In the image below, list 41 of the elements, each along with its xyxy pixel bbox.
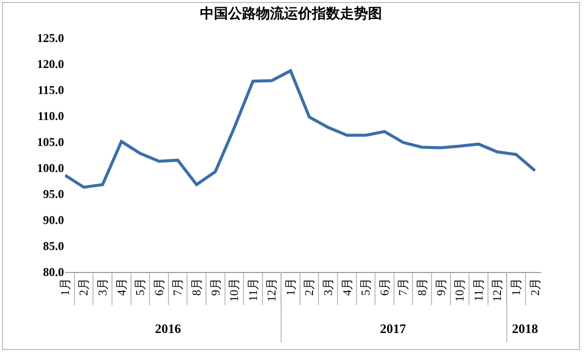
- x-tick-label: 10月: [227, 278, 242, 302]
- y-tick-label: 115.0: [38, 83, 64, 98]
- x-tick-label: 3月: [321, 278, 336, 296]
- line-series: [65, 69, 536, 189]
- x-tick-label: 8月: [415, 278, 430, 296]
- text: 2018: [512, 321, 538, 336]
- x-tick-label: 2月: [302, 278, 316, 296]
- x-tick-label: 10月: [452, 278, 467, 302]
- x-tick-label: 11月: [246, 278, 260, 302]
- x-tick-label: 12月: [264, 278, 279, 302]
- chart-title: 中国公路物流运价指数走势图: [200, 4, 382, 22]
- y-tick-label: 90.0: [43, 213, 64, 228]
- x-tick-label: 2月: [528, 278, 542, 296]
- x-tick-label: 2月: [76, 278, 91, 296]
- x-tick-label: 11月: [471, 278, 486, 302]
- y-tick-label: 120.0: [37, 57, 64, 72]
- x-tick-label: 9月: [208, 278, 222, 296]
- y-tick-label: 110.0: [38, 109, 64, 124]
- y-tick-label: 80.0: [43, 265, 64, 280]
- text: 2016: [155, 321, 182, 336]
- x-tick-label: 7月: [170, 278, 185, 296]
- text: 2017: [380, 321, 406, 336]
- y-tick-label: 100.0: [37, 161, 64, 176]
- x-tick-label: 4月: [114, 278, 128, 296]
- x-tick-label: 6月: [152, 278, 166, 296]
- x-tick-label: 3月: [95, 278, 110, 296]
- y-tick-label: 125.0: [37, 31, 64, 46]
- y-tick-label: 85.0: [43, 239, 64, 254]
- x-tick-label: 12月: [490, 278, 504, 302]
- x-tick-label: 4月: [340, 278, 354, 296]
- x-tick-label: 1月: [283, 278, 298, 296]
- x-tick-label: 5月: [358, 278, 373, 296]
- x-tick-label: 1月: [58, 278, 72, 296]
- x-tick-label: 5月: [133, 278, 148, 296]
- x-tick-label: 7月: [396, 278, 410, 296]
- y-tick-label: 95.0: [43, 187, 64, 202]
- x-tick-label: 6月: [377, 278, 392, 296]
- x-tick-label: 9月: [434, 278, 448, 296]
- x-tick-label: 8月: [189, 278, 204, 296]
- y-tick-label: 105.0: [37, 135, 64, 150]
- x-tick-label: 1月: [509, 278, 523, 296]
